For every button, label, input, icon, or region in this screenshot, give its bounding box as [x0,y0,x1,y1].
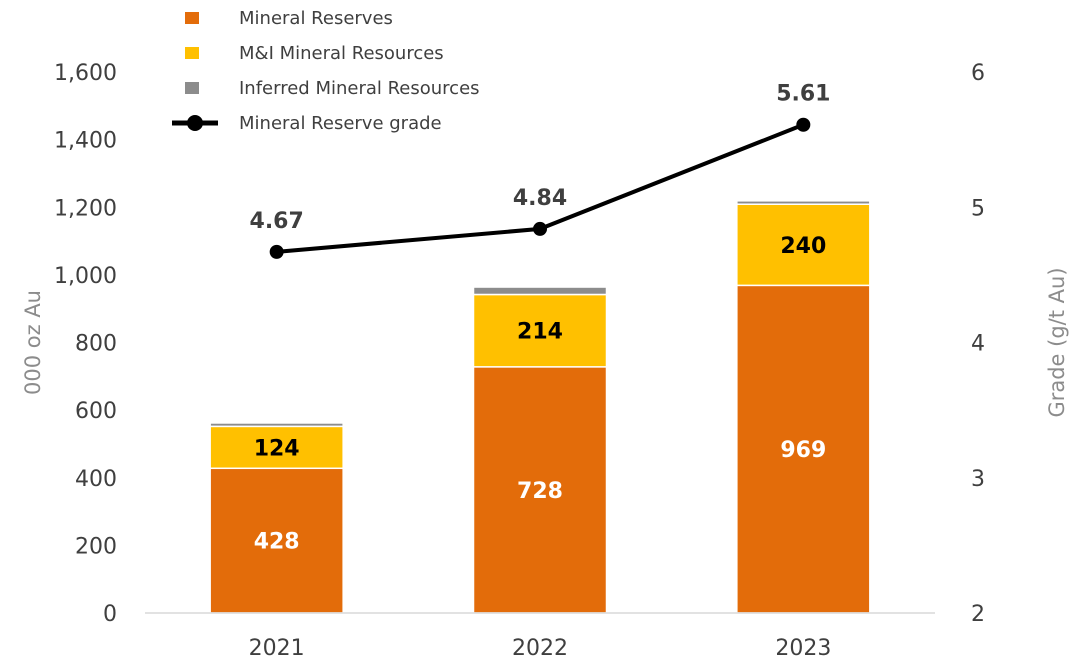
bar-value-label: 428 [254,530,300,555]
legend-marker [187,115,203,131]
legend-label: Mineral Reserve grade [239,113,442,134]
y-tick-label: 200 [75,534,117,559]
x-axis: 2021 2022 2023 [249,636,832,660]
bar-value-label: 214 [517,320,563,345]
bar-segment [209,422,344,428]
y-tick-label: 400 [75,467,117,492]
x-tick-label: 2022 [512,636,568,660]
grade-value-label: 4.84 [513,186,567,211]
y2-tick-label: 4 [971,332,985,357]
x-tick-label: 2021 [249,636,305,660]
bar-segment [736,284,871,614]
grade-point [796,117,811,132]
legend-swatch [185,47,199,59]
y-tick-label: 1,400 [54,129,117,154]
x-tick-label: 2023 [775,636,831,660]
legend-label: Mineral Reserves [239,8,393,29]
bar-segment [472,286,608,296]
grade-line-series: 4.67 4.84 5.61 [250,82,830,259]
legend-label: Inferred Mineral Resources [239,78,480,99]
y2-tick-label: 2 [971,602,985,627]
bar-segment [209,425,344,470]
grade-value-label: 5.61 [776,82,830,107]
bar-value-label: 240 [780,234,826,259]
legend-label: M&I Mineral Resources [239,43,444,64]
y2-axis-title: Grade (g/t Au) [1045,267,1069,417]
grade-value-label: 4.67 [250,209,304,234]
y2-tick-label: 3 [971,467,985,492]
bar-value-label: 124 [254,436,300,461]
grade-point [269,244,284,259]
y-axis-title: 000 oz Au [21,290,45,395]
legend-swatch [185,82,199,94]
y-axis-right: 2 3 4 5 6 [971,61,985,627]
bar-segment [736,200,871,205]
bar-segment [736,203,871,287]
legend-swatch [185,12,199,24]
legend: Mineral Reserves M&I Mineral Resources Inf… [172,8,480,134]
grade-point [533,221,547,236]
bar-value-label: 728 [517,479,563,504]
y2-tick-label: 6 [971,61,985,86]
y-tick-label: 1,600 [54,61,117,86]
y-tick-label: 1,000 [54,264,117,289]
y2-tick-label: 5 [971,196,985,221]
y-axis-left: 0 200 400 600 800 1,000 1,200 1,400 1,600 [54,61,117,627]
bar-segment [472,293,608,368]
bar-value-label: 969 [780,438,826,463]
y-tick-label: 600 [75,399,117,424]
y-tick-label: 1,200 [54,196,117,221]
y-tick-label: 0 [103,602,117,627]
y-tick-label: 800 [75,332,117,357]
bars: 428 124 728 214 969 240 [209,200,871,614]
